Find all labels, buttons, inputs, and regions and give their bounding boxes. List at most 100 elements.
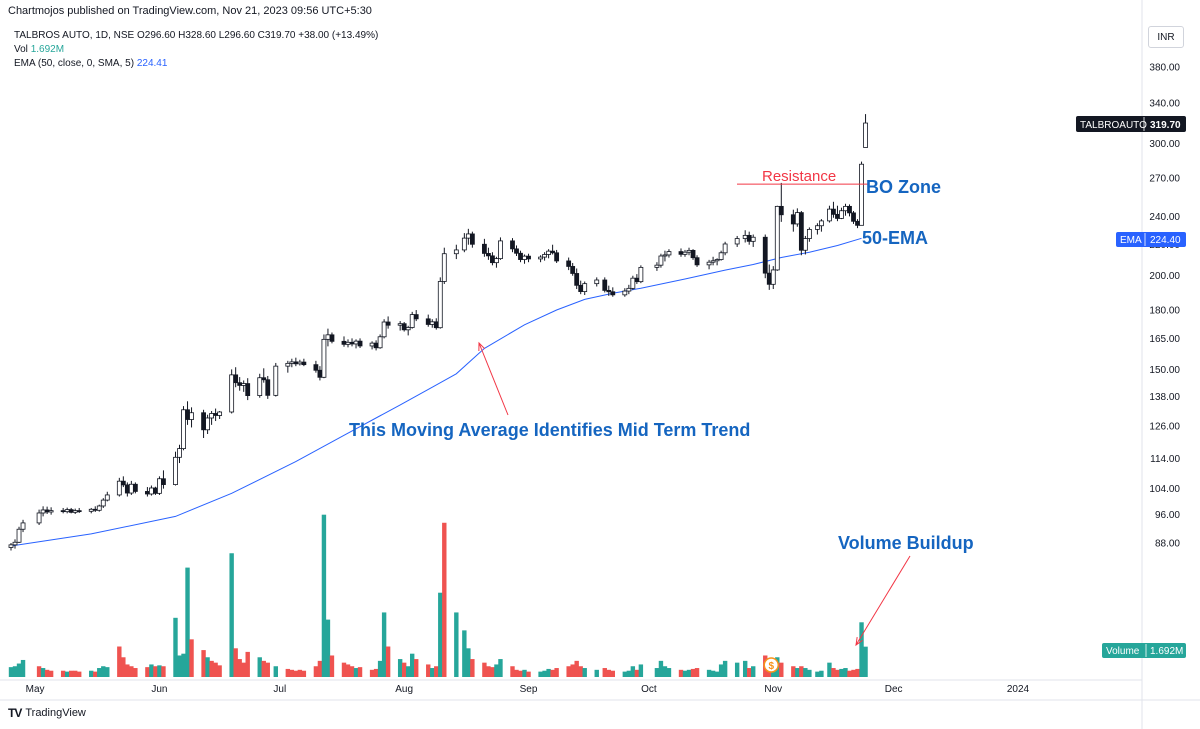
price-tick-label: 96.00 bbox=[1155, 510, 1180, 521]
candle-body bbox=[722, 243, 728, 254]
candle-body bbox=[64, 509, 70, 513]
candle-body bbox=[153, 487, 158, 494]
volume-bar bbox=[297, 669, 303, 677]
time-tick-label: Dec bbox=[885, 684, 903, 695]
volume-bar bbox=[414, 659, 419, 677]
candle-body bbox=[293, 361, 299, 365]
candle-body bbox=[353, 340, 359, 345]
volume-bar bbox=[582, 668, 587, 677]
volume-bar bbox=[566, 666, 571, 677]
volume-bar bbox=[89, 670, 94, 677]
candle-body bbox=[88, 508, 94, 512]
volume-bar bbox=[145, 667, 150, 677]
candle-body bbox=[369, 342, 375, 347]
candle-body bbox=[128, 483, 134, 494]
price-tick-label: 138.00 bbox=[1149, 392, 1180, 403]
candle-body bbox=[678, 251, 684, 255]
candle-body bbox=[36, 512, 42, 524]
candle-body bbox=[662, 254, 668, 257]
volume-bar bbox=[261, 660, 266, 677]
volume-bar bbox=[807, 669, 812, 677]
candle-body bbox=[381, 321, 387, 338]
volume-price-label-bg bbox=[1102, 643, 1186, 658]
volume-price-label: Volume 1.692M bbox=[1102, 643, 1186, 658]
candle-body bbox=[490, 255, 495, 264]
candle-body bbox=[120, 480, 126, 486]
volume-bar bbox=[438, 592, 443, 677]
candle-body bbox=[345, 341, 351, 345]
volume-legend-value: 1.692M bbox=[30, 44, 65, 55]
currency-button[interactable]: INR bbox=[1148, 26, 1184, 48]
volume-bar bbox=[662, 666, 668, 677]
candle-body bbox=[72, 510, 78, 513]
volume-bar bbox=[349, 666, 355, 677]
volume-arrow-icon bbox=[855, 555, 911, 647]
candle-body bbox=[385, 321, 391, 326]
volume-bar bbox=[658, 660, 664, 677]
time-tick-label: Sep bbox=[520, 684, 538, 695]
candle-body bbox=[329, 334, 335, 342]
last-price-label-bg bbox=[1076, 116, 1186, 132]
candle-body bbox=[734, 238, 740, 245]
volume-bar bbox=[654, 668, 660, 677]
candle-body bbox=[433, 321, 439, 329]
volume-bar bbox=[803, 668, 808, 677]
candle-body bbox=[373, 342, 379, 349]
ema-price-name: EMA bbox=[1120, 235, 1142, 246]
candle-body bbox=[185, 409, 190, 420]
last-price-label: TALBROAUTO 319.70 bbox=[1076, 116, 1186, 132]
volume-bar bbox=[329, 655, 335, 677]
candle-body bbox=[746, 234, 752, 242]
volume-bar bbox=[93, 671, 98, 677]
candle-body bbox=[409, 314, 415, 328]
candle-body bbox=[124, 484, 130, 494]
volume-bar bbox=[831, 668, 836, 677]
price-tick-label: 150.00 bbox=[1149, 365, 1180, 376]
volume-bar bbox=[341, 662, 347, 677]
volume-bar bbox=[682, 670, 688, 677]
volume-bar bbox=[722, 660, 728, 677]
candle-body bbox=[100, 499, 106, 507]
volume-bar bbox=[466, 648, 471, 677]
volume-bar bbox=[189, 639, 194, 677]
volume-bar bbox=[694, 668, 700, 677]
time-tick-label: Jun bbox=[151, 684, 167, 695]
volume-bar bbox=[490, 667, 495, 677]
volume-bar bbox=[494, 664, 499, 677]
candle-body bbox=[465, 233, 471, 239]
candle-body bbox=[44, 509, 50, 513]
time-tick-label: Jul bbox=[273, 684, 286, 695]
trend-annotation-label: This Moving Average Identifies Mid Term … bbox=[349, 420, 750, 440]
resistance-label: Resistance bbox=[762, 168, 836, 185]
volume-bar bbox=[129, 666, 134, 677]
volume-bar bbox=[518, 670, 523, 677]
volume-bar bbox=[60, 670, 66, 677]
volume-bar bbox=[678, 669, 684, 677]
candle-body bbox=[201, 412, 206, 431]
volume-bar bbox=[77, 671, 82, 677]
volume-bar bbox=[751, 666, 756, 677]
candle-body bbox=[546, 250, 552, 255]
time-tick-label: Aug bbox=[395, 684, 413, 695]
volume-bar bbox=[285, 668, 291, 677]
volume-bar bbox=[462, 630, 467, 677]
volume-bar bbox=[526, 671, 531, 677]
volume-bar bbox=[843, 668, 848, 677]
candle-body bbox=[441, 253, 447, 282]
volume-bar bbox=[273, 666, 278, 677]
volume-bar bbox=[606, 669, 611, 677]
volume-bar bbox=[44, 669, 50, 677]
ema-annotation-label: 50-EMA bbox=[862, 228, 928, 248]
volume-bar bbox=[313, 666, 319, 677]
volume-legend: Vol 1.692M bbox=[14, 44, 64, 55]
time-axis-ticks: May Jun Jul Aug Sep Oct Nov Dec 2024 bbox=[26, 684, 1030, 695]
volume-bar bbox=[409, 653, 415, 677]
volume-bar bbox=[369, 669, 375, 677]
volume-bar bbox=[217, 665, 222, 677]
volume-bar bbox=[746, 668, 752, 677]
candle-body bbox=[297, 361, 303, 365]
price-tick-label: 180.00 bbox=[1149, 306, 1180, 317]
candle-body bbox=[96, 505, 102, 511]
candle-body bbox=[261, 377, 267, 381]
